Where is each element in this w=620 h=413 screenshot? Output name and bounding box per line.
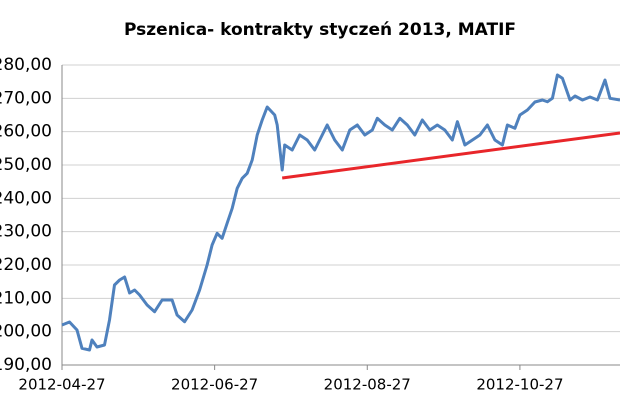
y-tick-label: 250,00 <box>0 155 52 175</box>
y-tick-label: 260,00 <box>0 122 52 142</box>
y-tick-label: 220,00 <box>0 255 52 275</box>
y-tick-label: 210,00 <box>0 288 52 308</box>
x-tick-label: 2012-08-27 <box>324 376 411 394</box>
chart-title: Pszenica- kontrakty styczeń 2013, MATIF <box>124 20 516 40</box>
x-tick-label: 2012-06-27 <box>171 376 258 394</box>
line-series <box>61 73 620 352</box>
x-tick-label: 2012-04-27 <box>18 376 105 394</box>
y-tick-label: 200,00 <box>0 322 52 342</box>
y-tick-label: 240,00 <box>0 188 52 208</box>
y-tick-label: 280,00 <box>0 55 52 75</box>
x-tick-label: 2012-10-27 <box>476 376 563 394</box>
line-series <box>282 131 620 180</box>
y-tick-label: 190,00 <box>0 355 52 375</box>
y-tick-label: 230,00 <box>0 222 52 242</box>
y-tick-label: 270,00 <box>0 88 52 108</box>
